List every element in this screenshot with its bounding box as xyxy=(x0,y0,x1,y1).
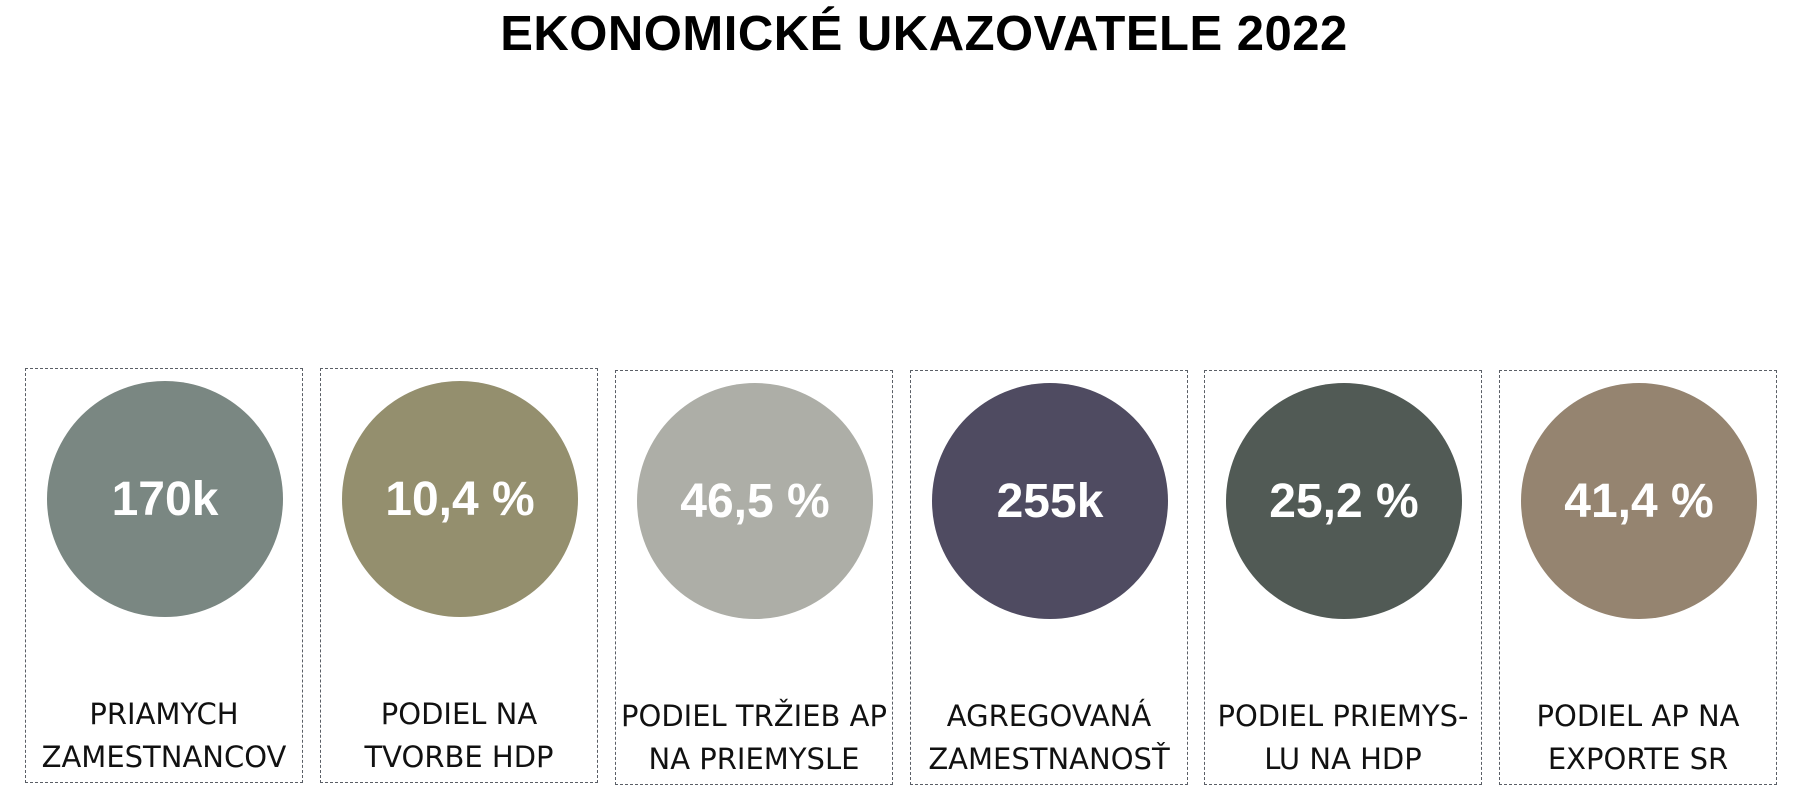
indicator-card-aggregate-employment: 255k AGREGOVANÁ ZAMESTNANOSŤ xyxy=(910,370,1188,785)
indicator-card-industry-gdp: 25,2 % PODIEL PRIEMYS- LU NA HDP xyxy=(1204,370,1482,785)
indicator-label: PRIAMYCH ZAMESTNANCOV xyxy=(41,697,287,774)
indicator-circle: 46,5 % xyxy=(637,383,873,619)
indicator-value: 255k xyxy=(996,474,1104,528)
indicator-value: 25,2 % xyxy=(1269,474,1419,528)
indicator-circle: 10,4 % xyxy=(342,381,578,617)
indicator-label: PODIEL PRIEMYS- LU NA HDP xyxy=(1217,699,1469,776)
indicator-circle: 41,4 % xyxy=(1521,383,1757,619)
indicator-card-gdp-share: 10,4 % PODIEL NA TVORBE HDP xyxy=(320,368,598,783)
indicator-circle: 255k xyxy=(932,383,1168,619)
indicator-label: PODIEL NA TVORBE HDP xyxy=(364,697,554,774)
indicator-card-export-share: 41,4 % PODIEL AP NA EXPORTE SR xyxy=(1499,370,1777,785)
indicator-label: PODIEL TRŽIEB AP NA PRIEMYSLE xyxy=(621,699,887,776)
page-title: EKONOMICKÉ UKAZOVATELE 2022 xyxy=(500,7,1348,61)
indicator-card-direct-employees: 170k PRIAMYCH ZAMESTNANCOV xyxy=(25,368,303,783)
indicator-label: AGREGOVANÁ ZAMESTNANOSŤ xyxy=(928,699,1170,776)
indicator-circle: 170k xyxy=(47,381,283,617)
indicator-circle: 25,2 % xyxy=(1226,383,1462,619)
indicator-value: 170k xyxy=(111,472,219,526)
indicator-value: 10,4 % xyxy=(385,472,535,526)
indicator-value: 46,5 % xyxy=(680,474,830,528)
indicator-card-revenue-share: 46,5 % PODIEL TRŽIEB AP NA PRIEMYSLE xyxy=(615,370,893,785)
indicator-value: 41,4 % xyxy=(1564,474,1714,528)
indicator-label: PODIEL AP NA EXPORTE SR xyxy=(1536,699,1740,776)
